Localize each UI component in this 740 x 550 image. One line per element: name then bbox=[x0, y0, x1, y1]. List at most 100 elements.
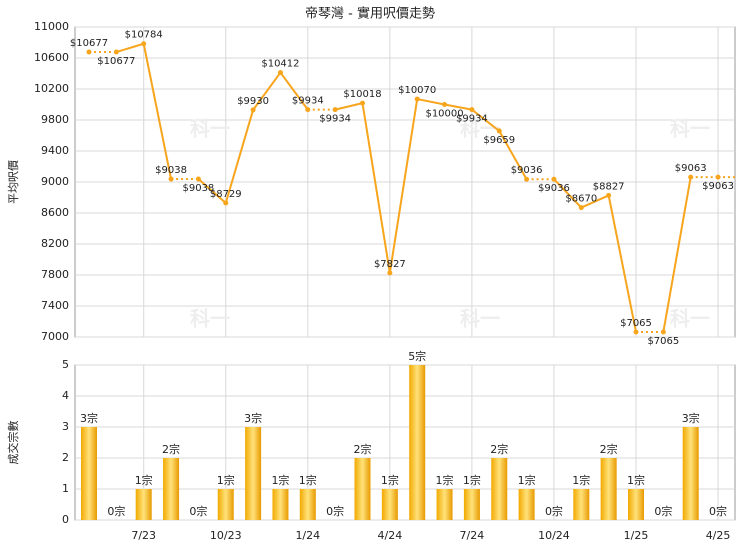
bar bbox=[436, 489, 453, 520]
line-segment bbox=[197, 178, 227, 204]
x-tick-label: 1/25 bbox=[624, 529, 649, 542]
bar bbox=[463, 489, 480, 520]
data-label: 1宗 bbox=[518, 473, 536, 487]
point bbox=[195, 176, 201, 182]
y-axis-title: 平均呎價 bbox=[6, 160, 20, 204]
x-tick-label: 7/23 bbox=[131, 529, 156, 542]
watermark: 科一 bbox=[460, 307, 500, 331]
line-segment bbox=[142, 43, 173, 180]
watermark: 科一 bbox=[670, 307, 710, 331]
data-label: $10018 bbox=[343, 89, 381, 100]
point bbox=[660, 329, 666, 335]
data-label: 2宗 bbox=[354, 442, 372, 456]
bar bbox=[518, 489, 535, 520]
x-tick-label: 4/24 bbox=[377, 529, 402, 542]
line-segment bbox=[252, 71, 282, 111]
point bbox=[250, 107, 256, 113]
data-label: 3宗 bbox=[244, 411, 262, 425]
y-tick-label: 11000 bbox=[34, 20, 69, 33]
y-tick-label: 7000 bbox=[41, 330, 69, 343]
data-label: $8729 bbox=[210, 189, 242, 200]
data-label: $9038 bbox=[155, 165, 187, 176]
data-label: 2宗 bbox=[490, 442, 508, 456]
point bbox=[332, 107, 338, 113]
line-segment bbox=[444, 103, 473, 111]
data-label: 3宗 bbox=[682, 411, 700, 425]
y-tick-label: 9000 bbox=[41, 175, 69, 188]
watermark: 科一 bbox=[460, 117, 500, 141]
point bbox=[524, 176, 530, 182]
watermark: 科一 bbox=[190, 117, 230, 141]
data-label: 1宗 bbox=[572, 473, 590, 487]
data-label: 1宗 bbox=[217, 473, 235, 487]
data-label: 1宗 bbox=[299, 473, 317, 487]
line-segment bbox=[662, 176, 692, 333]
line-segment bbox=[471, 108, 500, 132]
data-label: $10000 bbox=[425, 109, 463, 120]
y-tick-label: 7800 bbox=[41, 268, 69, 281]
y-tick-label: 8600 bbox=[41, 206, 69, 219]
y-tick-label: 9400 bbox=[41, 144, 69, 157]
bar bbox=[491, 458, 508, 520]
data-label: 1宗 bbox=[627, 473, 645, 487]
data-label: $9934 bbox=[456, 114, 488, 125]
line-segment bbox=[553, 178, 583, 209]
data-label: 2宗 bbox=[162, 442, 180, 456]
point bbox=[414, 96, 420, 102]
data-label: $8827 bbox=[593, 181, 625, 192]
data-label: 1宗 bbox=[381, 473, 399, 487]
line-segment bbox=[607, 195, 637, 333]
data-label: $7827 bbox=[374, 259, 406, 270]
y-tick-label: 8200 bbox=[41, 237, 69, 250]
line-segment bbox=[116, 42, 144, 53]
point bbox=[578, 205, 584, 211]
bar bbox=[600, 458, 617, 520]
data-label: $10784 bbox=[125, 30, 163, 41]
data-label: 0宗 bbox=[654, 504, 672, 518]
data-label: $8670 bbox=[565, 194, 597, 205]
bar bbox=[409, 365, 426, 520]
data-label: $7065 bbox=[647, 336, 679, 347]
bar bbox=[217, 489, 234, 520]
data-label: 3宗 bbox=[80, 411, 98, 425]
data-label: $9930 bbox=[237, 96, 269, 107]
bar bbox=[381, 489, 398, 520]
data-label: $9659 bbox=[483, 135, 515, 146]
bar bbox=[354, 458, 371, 520]
line-segment bbox=[224, 109, 255, 204]
y-tick-label: 1 bbox=[62, 482, 69, 495]
data-label: $9038 bbox=[182, 183, 214, 194]
point bbox=[633, 329, 639, 335]
data-label: $10677 bbox=[97, 56, 135, 67]
data-label: $9036 bbox=[538, 183, 570, 194]
data-label: 0宗 bbox=[107, 504, 125, 518]
y-tick-label: 0 bbox=[62, 513, 69, 526]
watermark: 科一 bbox=[190, 307, 230, 331]
x-tick-label: 10/24 bbox=[538, 529, 570, 542]
line-segment bbox=[334, 102, 363, 111]
bar bbox=[299, 489, 316, 520]
line-segment bbox=[417, 98, 445, 106]
bar bbox=[272, 489, 289, 520]
data-label: 1宗 bbox=[271, 473, 289, 487]
bar bbox=[573, 489, 590, 520]
plot-area bbox=[74, 364, 736, 521]
data-label: 0宗 bbox=[326, 504, 344, 518]
data-label: 2宗 bbox=[600, 442, 618, 456]
x-tick-label: 4/25 bbox=[706, 529, 731, 542]
y-tick-label: 5 bbox=[62, 358, 69, 371]
bar bbox=[245, 427, 262, 520]
data-label: $9063 bbox=[702, 181, 734, 192]
point bbox=[606, 192, 612, 198]
y-tick-label: 7400 bbox=[41, 299, 69, 312]
point bbox=[442, 102, 448, 107]
data-label: $10412 bbox=[261, 59, 299, 70]
bar bbox=[135, 489, 152, 520]
y-axis-title: 成交宗數 bbox=[6, 421, 20, 465]
y-tick-label: 10200 bbox=[34, 82, 69, 95]
line-segment bbox=[580, 194, 610, 209]
data-label: $9063 bbox=[675, 163, 707, 174]
line-segment bbox=[279, 71, 309, 111]
point bbox=[141, 41, 147, 47]
